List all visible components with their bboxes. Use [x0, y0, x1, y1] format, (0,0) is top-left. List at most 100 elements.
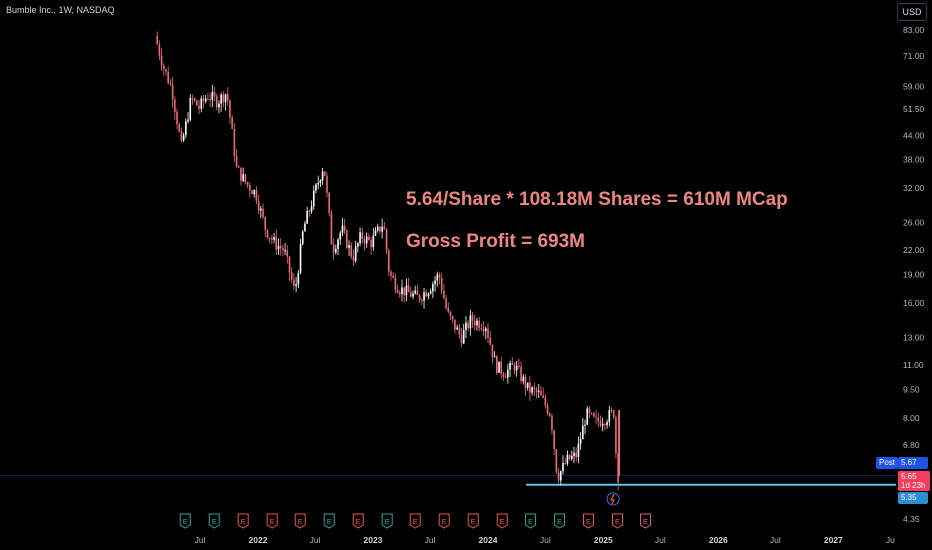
candle-body — [189, 97, 192, 120]
earnings-marker-icon — [525, 513, 537, 529]
candle-body — [332, 244, 335, 253]
candle-body — [601, 424, 604, 426]
earnings-marker-icon — [438, 513, 450, 529]
x-tick-label: Jul — [310, 535, 321, 545]
candle-body — [438, 274, 441, 278]
y-tick-label: 11.00 — [903, 360, 924, 370]
symbol-title: Bumble Inc., 1W, NASDAQ — [6, 5, 115, 15]
candle-body — [171, 84, 174, 100]
candle-body — [612, 410, 615, 418]
candle-body — [343, 225, 346, 231]
candle-body — [306, 210, 308, 224]
candle-body — [544, 397, 547, 406]
candle-body — [240, 167, 242, 181]
lightning-icon — [610, 493, 616, 505]
candle-body — [451, 316, 454, 320]
x-tick-label: Jul — [425, 535, 436, 545]
candle-body — [500, 361, 503, 374]
candle-body — [540, 390, 542, 396]
candle-body — [224, 94, 227, 103]
candle-body — [502, 373, 505, 378]
candle-body — [394, 277, 397, 290]
y-tick-label: 22.00 — [903, 245, 925, 255]
candle-body — [559, 471, 562, 481]
earnings-marker-letter: E — [212, 517, 217, 526]
earnings-marker-icon — [467, 513, 479, 529]
candle-body — [493, 356, 496, 358]
candle-body — [392, 275, 394, 278]
candle-body — [573, 452, 575, 456]
candle-body — [321, 171, 324, 181]
earnings-marker-icon — [640, 513, 652, 529]
x-tick-label: Jul — [540, 535, 551, 545]
candle-body — [478, 320, 480, 329]
candle-body — [416, 290, 419, 296]
candle-body — [593, 413, 595, 417]
candle-body — [480, 328, 483, 330]
earnings-marker-icon — [381, 513, 393, 529]
earnings-marker-letter: E — [183, 517, 188, 526]
candle-body — [407, 285, 410, 293]
candle-body — [348, 245, 350, 248]
candle-body — [588, 408, 591, 413]
candle-body — [436, 274, 439, 281]
x-tick-label: 2022 — [249, 535, 268, 545]
candle-body — [162, 65, 165, 70]
candle-body — [425, 292, 428, 297]
candle-body — [546, 405, 549, 414]
candle-body — [255, 190, 258, 201]
candle-body — [429, 291, 432, 294]
candle-body — [182, 135, 185, 141]
candle-body — [423, 292, 425, 301]
x-tick-label: 2024 — [479, 535, 498, 545]
candle-body — [398, 292, 401, 295]
candle-body — [310, 206, 313, 212]
candle-body — [257, 200, 260, 211]
candle-body — [209, 98, 211, 100]
candle-body — [427, 293, 430, 297]
candle-body — [282, 248, 284, 251]
earnings-marker-icon — [583, 513, 595, 529]
candle-body — [604, 424, 606, 426]
candle-body — [469, 315, 472, 329]
candle-body — [350, 245, 353, 257]
mcap-annotation: 5.64/Share * 108.18M Shares = 610M MCap — [406, 189, 788, 210]
candle-body — [535, 389, 538, 392]
currency-button[interactable]: USD — [897, 3, 927, 21]
earnings-marker-icon — [409, 513, 421, 529]
candle-body — [193, 98, 196, 101]
candle-body — [264, 216, 267, 230]
candle-body — [586, 408, 589, 425]
earnings-marker-letter: E — [241, 517, 246, 526]
candle-body — [354, 246, 357, 261]
earnings-marker-letter: E — [298, 517, 303, 526]
candle-body — [198, 105, 200, 109]
candle-body — [323, 171, 326, 176]
candle-body — [237, 166, 240, 168]
post-market-label: Post — [876, 457, 899, 469]
candle-body — [176, 111, 178, 125]
candle-body — [405, 285, 408, 296]
candle-body — [522, 376, 525, 382]
candle-body — [410, 292, 412, 297]
candle-body — [169, 83, 172, 85]
post-market-price: 5.67 — [898, 457, 928, 469]
candle-body — [606, 422, 608, 426]
dividend-event-icon — [606, 492, 620, 506]
candle-body — [268, 237, 271, 239]
earnings-marker-letter: E — [528, 517, 533, 526]
x-tick-label: Jul — [770, 535, 781, 545]
y-tick-label: 83.00 — [903, 25, 925, 35]
candle-body — [262, 208, 264, 217]
candle-body — [185, 121, 187, 136]
candle-body — [542, 395, 544, 398]
candle-body — [504, 377, 507, 379]
candle-body — [368, 236, 370, 241]
candle-body — [460, 334, 463, 344]
candle-body — [379, 226, 381, 232]
candle-body — [555, 449, 558, 473]
candle-body — [564, 462, 566, 464]
candle-body — [218, 103, 220, 108]
candle-body — [562, 462, 564, 472]
